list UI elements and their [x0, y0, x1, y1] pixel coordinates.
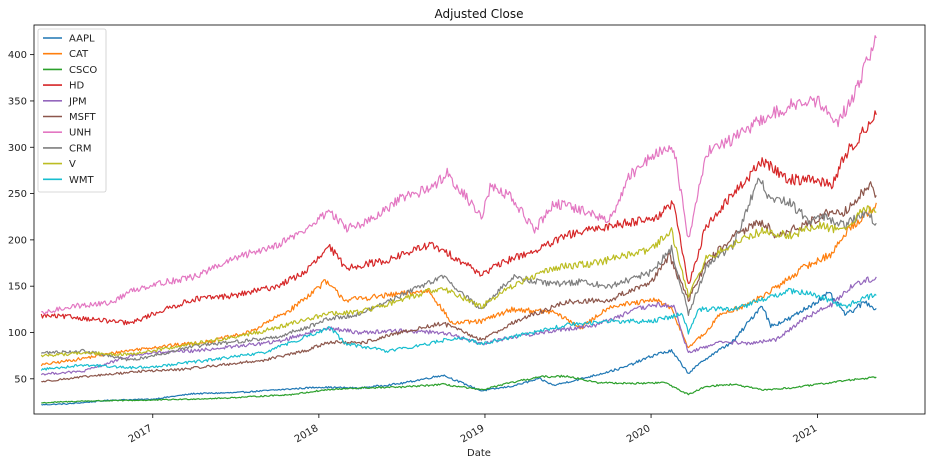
series-line-unh [41, 35, 877, 315]
series-line-csco [41, 374, 877, 404]
legend-item: MSFT [43, 112, 97, 123]
legend-label: WMT [69, 175, 95, 186]
legend-label: AAPL [69, 34, 95, 45]
legend-label: MSFT [69, 112, 97, 123]
series-line-aapl [41, 291, 877, 406]
legend-label: V [69, 159, 76, 170]
x-axis-label: Date [467, 448, 491, 459]
y-tick-label: 150 [8, 282, 27, 293]
legend-label: CAT [69, 49, 89, 60]
chart-title: Adjusted Close [434, 7, 523, 21]
y-tick-label: 400 [8, 50, 27, 61]
plot-frame [33, 24, 926, 415]
legend: AAPL CAT CSCO HD JPM MSFT UNH CRM V WMT [37, 28, 107, 193]
series-line-hd [40, 110, 877, 326]
y-tick-label: 350 [8, 96, 27, 107]
legend-item: HD [43, 81, 85, 92]
legend-label: CRM [69, 143, 92, 154]
legend-item: CRM [43, 143, 92, 154]
series-line-v [40, 205, 877, 358]
legend-item: AAPL [43, 34, 95, 45]
y-tick-label: 50 [14, 374, 27, 385]
y-tick-label: 250 [8, 189, 27, 200]
legend-item: WMT [43, 175, 95, 186]
series-line-jpm [40, 276, 877, 376]
legend-label: CSCO [69, 65, 97, 76]
legend-item: CAT [43, 49, 89, 60]
y-tick-label: 300 [8, 143, 27, 154]
legend-item: JPM [43, 96, 87, 107]
legend-label: HD [69, 81, 85, 92]
legend-item: V [43, 159, 76, 170]
y-tick-label: 200 [8, 235, 27, 246]
series-line-crm [41, 177, 877, 362]
series-line-wmt [40, 287, 877, 371]
legend-label: JPM [68, 96, 87, 107]
legend-label: UNH [69, 128, 91, 139]
legend-item: UNH [43, 128, 91, 139]
y-tick-label: 100 [8, 328, 27, 339]
y-axis: 50 100 150 200 250 300 350 400 [8, 50, 34, 385]
legend-item: CSCO [43, 65, 97, 76]
